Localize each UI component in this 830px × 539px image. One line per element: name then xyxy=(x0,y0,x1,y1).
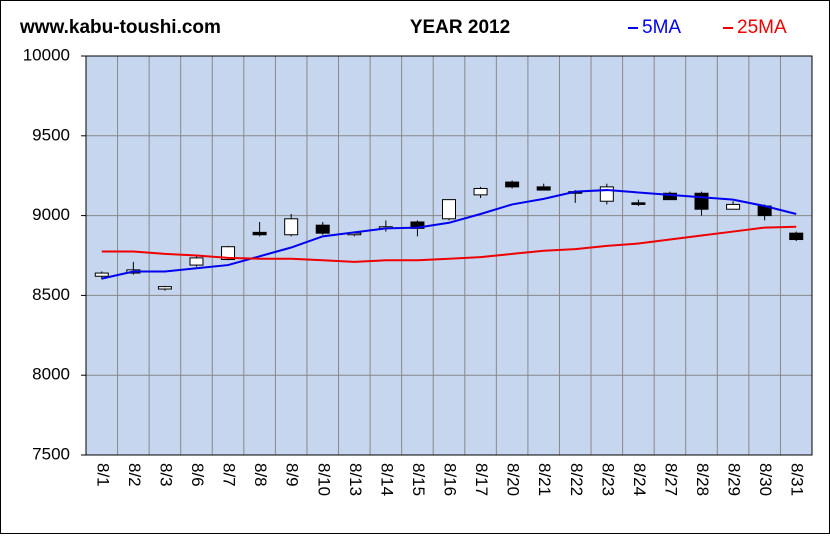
y-tick-label: 9000 xyxy=(32,205,70,224)
candle-body xyxy=(662,192,677,201)
x-tick-label: 8/29 xyxy=(725,463,744,496)
candle-body xyxy=(789,232,804,241)
legend-label: 5MA xyxy=(642,17,681,38)
candle-body xyxy=(315,224,330,234)
candle-body xyxy=(189,257,204,266)
candle-body xyxy=(442,199,456,220)
y-tick-label: 9500 xyxy=(32,125,70,144)
x-tick-label: 8/27 xyxy=(661,463,680,496)
x-tick-label: 8/6 xyxy=(188,463,207,487)
x-tick-label: 8/21 xyxy=(535,463,554,496)
candle-body xyxy=(94,272,109,277)
x-tick-label: 8/9 xyxy=(283,463,302,487)
x-tick-label: 8/13 xyxy=(346,463,365,496)
y-tick-label: 7500 xyxy=(32,444,70,463)
x-tick-label: 8/3 xyxy=(156,463,175,487)
x-tick-label: 8/23 xyxy=(598,463,617,496)
x-tick-label: 8/24 xyxy=(630,463,649,496)
candle-body xyxy=(473,187,488,196)
ma-line xyxy=(101,225,797,263)
candle-body xyxy=(252,231,267,236)
x-tick-label: 8/16 xyxy=(441,463,460,496)
candle-body xyxy=(157,286,172,290)
site-name: www.kabu-toushi.com xyxy=(19,17,221,38)
plot-border xyxy=(85,55,813,456)
candle-body xyxy=(505,181,520,188)
candle-body xyxy=(221,246,236,260)
candle-body xyxy=(284,218,299,236)
x-tick-label: 8/2 xyxy=(125,463,144,487)
x-tick-label: 8/7 xyxy=(220,463,239,487)
ma-line xyxy=(101,189,797,280)
y-tick-label: 8500 xyxy=(32,285,70,304)
x-tick-label: 8/17 xyxy=(472,463,491,496)
candle-body xyxy=(536,186,551,191)
x-tick-label: 8/14 xyxy=(377,463,396,496)
candle-body xyxy=(599,186,614,202)
x-tick-label: 8/1 xyxy=(93,463,112,487)
x-tick-label: 8/28 xyxy=(693,463,712,496)
y-tick-label: 8000 xyxy=(32,365,70,384)
candle-body xyxy=(694,192,709,210)
x-tick-label: 8/22 xyxy=(567,463,586,496)
legend-label: 25MA xyxy=(737,17,787,38)
x-tick-label: 8/30 xyxy=(756,463,775,496)
x-tick-label: 8/31 xyxy=(788,463,807,496)
candle-body xyxy=(726,203,741,210)
x-tick-label: 8/20 xyxy=(504,463,523,496)
candle-body xyxy=(631,202,646,205)
x-tick-label: 8/10 xyxy=(314,463,333,496)
x-tick-label: 8/8 xyxy=(251,463,270,487)
x-tick-label: 8/15 xyxy=(409,463,428,496)
chart-title: YEAR 2012 xyxy=(410,17,510,38)
y-tick-label: 10000 xyxy=(23,45,70,64)
